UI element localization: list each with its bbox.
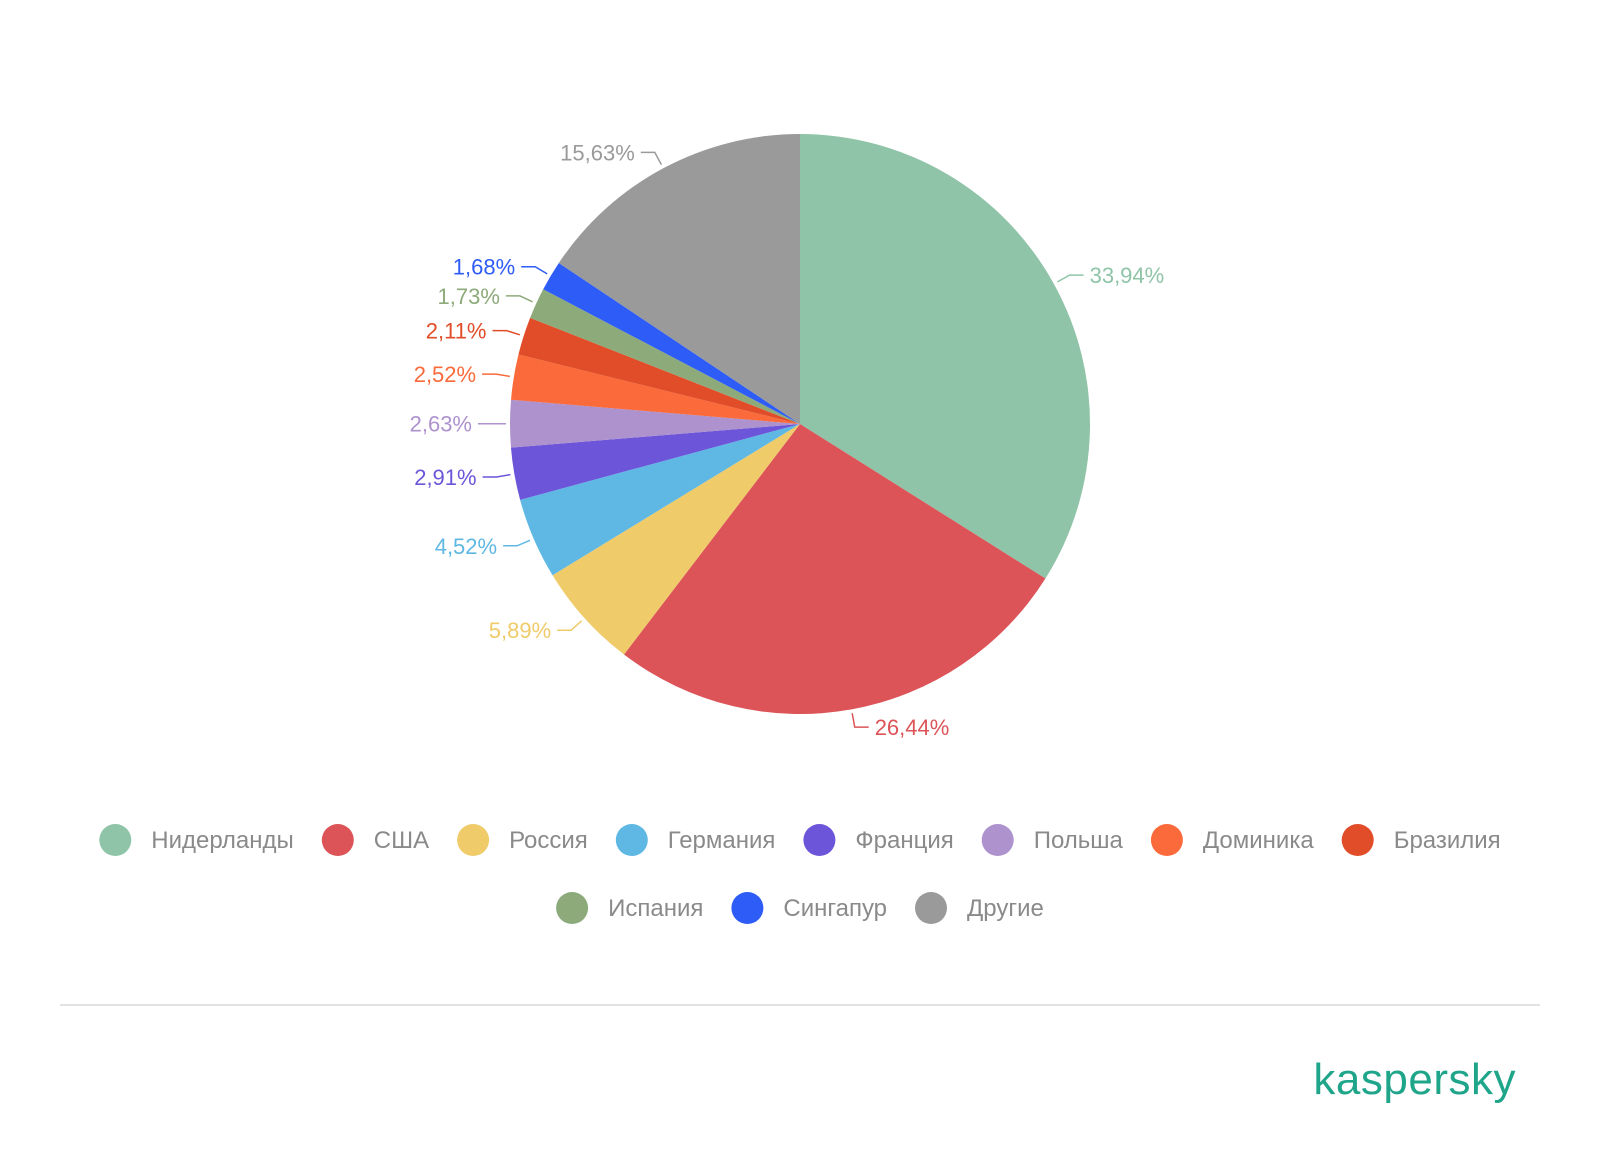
slice-бразилия xyxy=(518,317,800,424)
slice-доминика xyxy=(511,354,800,424)
leader-line-сингапур xyxy=(521,265,548,275)
legend-swatch-доминика xyxy=(1150,824,1183,856)
leader-line-доминика xyxy=(482,373,511,378)
legend-label-нидерланды: Нидерланды xyxy=(151,827,293,854)
leader-line-испания xyxy=(505,295,533,303)
legend-swatch-сша xyxy=(321,824,354,856)
data-label-другие: 15,63% xyxy=(560,140,635,165)
footer-divider xyxy=(60,1004,1540,1006)
leader-line-франция xyxy=(482,473,511,478)
legend-swatch-бразилия xyxy=(1341,824,1374,856)
slice-нидерланды xyxy=(800,134,1091,579)
legend-swatch-россия xyxy=(457,824,490,856)
legend-swatch-сингапур xyxy=(731,892,764,924)
leader-line-бразилия xyxy=(492,329,521,336)
data-label-нидерланды: 33,94% xyxy=(1090,263,1165,288)
legend-label-другие: Другие xyxy=(967,895,1044,922)
legend-swatch-польша xyxy=(981,824,1014,856)
slice-сингапур xyxy=(543,262,800,424)
data-label-россия: 5,89% xyxy=(489,618,551,643)
pie-slices xyxy=(510,134,1091,715)
slice-польша xyxy=(510,399,800,448)
data-label-испания: 1,73% xyxy=(438,284,500,309)
slice-испания xyxy=(530,289,800,424)
legend-label-доминика: Доминика xyxy=(1203,827,1314,854)
legend-swatch-франция xyxy=(803,824,836,856)
legend-swatch-германия xyxy=(615,824,648,856)
data-label-доминика: 2,52% xyxy=(414,362,476,387)
slice-германия xyxy=(520,424,800,576)
legend-label-польша: Польша xyxy=(1034,827,1124,854)
leader-line-другие xyxy=(640,151,663,166)
legend-label-сша: США xyxy=(374,827,429,854)
data-label-сингапур: 1,68% xyxy=(453,255,515,280)
leader-line-сша xyxy=(851,713,869,728)
data-label-сша: 26,44% xyxy=(875,715,950,740)
leader-line-россия xyxy=(557,620,583,631)
legend-swatch-другие xyxy=(915,892,947,924)
slice-франция xyxy=(510,424,800,500)
leader-line-нидерланды xyxy=(1057,274,1084,283)
slice-другие xyxy=(558,134,800,424)
data-label-бразилия: 2,11% xyxy=(426,319,487,344)
legend-label-россия: Россия xyxy=(509,827,588,854)
legend-swatch-испания xyxy=(556,892,589,924)
legend-label-бразилия: Бразилия xyxy=(1394,827,1501,854)
pie-labels: 33,94% 26,44% 5,89% 4,52% 2,91% 2,63% 2,52% 2,1… xyxy=(410,140,1165,740)
legend-label-испания: Испания xyxy=(608,895,703,922)
data-label-германия: 4,52% xyxy=(435,534,497,559)
data-label-польша: 2,63% xyxy=(410,412,472,437)
legend-swatch-нидерланды xyxy=(99,824,132,856)
legend-label-сингапур: Сингапур xyxy=(783,895,887,922)
kaspersky-logo: kaspersky xyxy=(1313,1055,1516,1104)
legend-label-германия: Германия xyxy=(668,827,776,854)
slice-россия xyxy=(552,424,800,655)
legend: Нидерланды США Россия Германия Франция Польша… xyxy=(99,824,1501,924)
leader-line-германия xyxy=(503,539,531,547)
slice-сша xyxy=(623,424,1046,715)
data-label-франция: 2,91% xyxy=(414,465,476,490)
legend-label-франция: Франция xyxy=(855,827,953,854)
